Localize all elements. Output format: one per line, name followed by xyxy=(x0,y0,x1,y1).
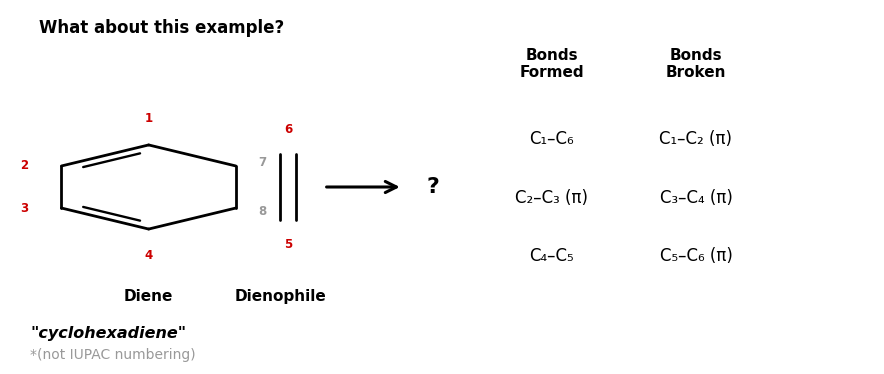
Text: 3: 3 xyxy=(20,202,28,215)
Text: Dienophile: Dienophile xyxy=(234,289,326,304)
Text: 1: 1 xyxy=(145,112,153,125)
Text: 8: 8 xyxy=(258,205,266,218)
Text: Bonds
Broken: Bonds Broken xyxy=(666,48,726,80)
Text: 2: 2 xyxy=(20,159,28,172)
Text: *(not IUPAC numbering): *(not IUPAC numbering) xyxy=(30,348,196,362)
Text: ?: ? xyxy=(427,177,439,197)
Text: 4: 4 xyxy=(144,249,153,262)
Text: 7: 7 xyxy=(258,156,266,169)
Text: C₁–C₂ (π): C₁–C₂ (π) xyxy=(659,131,733,148)
Text: "cyclohexadiene": "cyclohexadiene" xyxy=(30,326,187,341)
Text: 5: 5 xyxy=(284,238,292,251)
Text: C₂–C₃ (π): C₂–C₃ (π) xyxy=(515,189,588,207)
Text: 6: 6 xyxy=(284,123,292,136)
Text: Diene: Diene xyxy=(124,289,173,304)
Text: What about this example?: What about this example? xyxy=(39,19,285,37)
Text: C₁–C₆: C₁–C₆ xyxy=(530,131,574,148)
Text: Bonds
Formed: Bonds Formed xyxy=(519,48,583,80)
Text: C₄–C₅: C₄–C₅ xyxy=(530,248,574,266)
Text: C₅–C₆ (π): C₅–C₆ (π) xyxy=(659,248,732,266)
Text: C₃–C₄ (π): C₃–C₄ (π) xyxy=(659,189,732,207)
